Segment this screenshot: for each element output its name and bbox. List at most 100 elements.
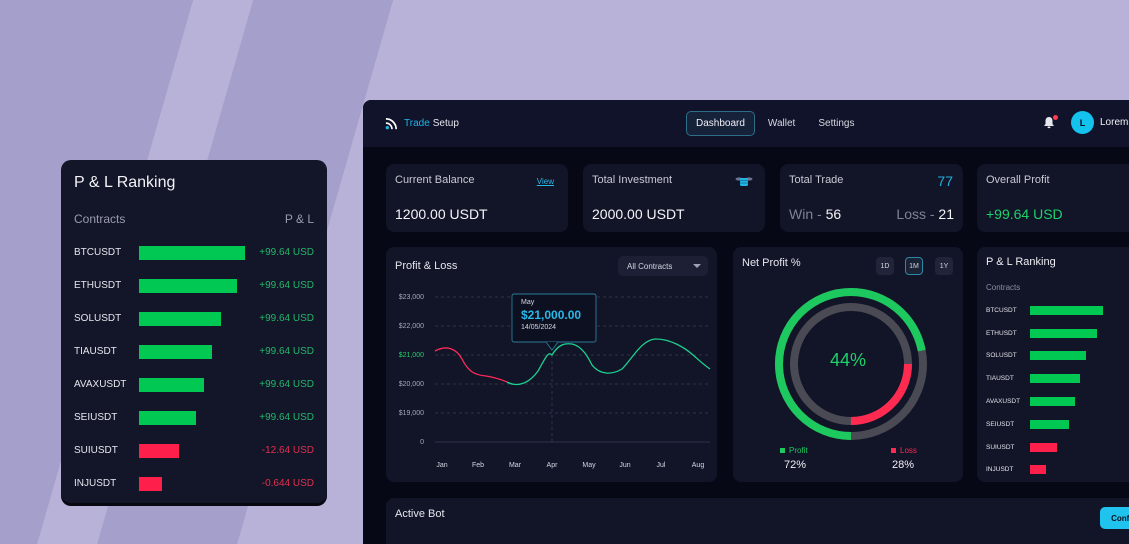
nav-dashboard[interactable]: Dashboard: [686, 111, 755, 136]
pl-value: +99.64 USD: [259, 313, 314, 324]
contract-name: TIAUSDT: [986, 375, 1014, 383]
pl-bar: [139, 476, 162, 491]
x-tick: Apr: [547, 462, 559, 469]
bar-track: [139, 377, 249, 392]
top-navbar: Trade Setup Dashboard Wallet Settings L …: [363, 100, 1129, 147]
card-title: P & L Ranking: [74, 174, 176, 191]
notification-bell-icon[interactable]: [1043, 114, 1058, 130]
app-logo[interactable]: Trade Setup: [385, 117, 459, 130]
contract-name: SUIUSDT: [986, 443, 1015, 451]
pl-bar: [139, 245, 245, 260]
win-label: Win -: [789, 206, 822, 222]
total-investment-card: Total Investment 2000.00 USDT: [583, 164, 765, 232]
x-tick: May: [582, 462, 596, 469]
notification-dot: [1053, 114, 1058, 120]
contract-name: ETHUSDT: [986, 329, 1017, 337]
bar-track: [139, 278, 249, 293]
ranking-row: AVAXUSDT+99.64 USD: [986, 390, 1129, 413]
contract-name: BTCUSDT: [986, 306, 1017, 314]
pl-value: +99.64 USD: [259, 280, 314, 291]
card-title: Net Profit %: [742, 257, 801, 269]
contract-name: SEIUSDT: [986, 420, 1015, 428]
pl-value: +99.64 USD: [259, 247, 314, 258]
pl-value: -0.644 USD: [261, 478, 314, 489]
contract-name: SOLUSDT: [74, 313, 122, 324]
pl-value: -12.64 USD: [261, 445, 314, 456]
pl-bar: [139, 344, 212, 359]
contract-name: SEIUSDT: [74, 412, 118, 423]
pl-bar: [1030, 465, 1046, 475]
loss-label: Loss -: [896, 206, 935, 222]
configure-button[interactable]: Configure: [1100, 507, 1129, 529]
ranking-row: AVAXUSDT+99.64 USD: [74, 368, 314, 401]
pl-bar: [139, 311, 221, 326]
ranking-row: SEIUSDT +99.64 USD: [74, 401, 314, 434]
range-1m-button[interactable]: 1M: [905, 257, 923, 275]
x-tick: Jul: [657, 462, 666, 469]
tooltip-month: May: [521, 299, 535, 306]
legend-loss: Loss: [891, 446, 917, 455]
ranking-row: SUIUSDT-12.64 USD: [986, 436, 1129, 459]
contracts-filter-dropdown[interactable]: All Contracts: [618, 256, 708, 276]
total-trade-count: 77: [937, 173, 953, 189]
y-tick: $21,000: [399, 352, 424, 359]
loss-percentage: 28%: [892, 459, 915, 471]
nav-wallet[interactable]: Wallet: [767, 118, 796, 129]
ranking-row: INJUSDT -0.644 USD: [74, 467, 314, 500]
stat-value: +99.64 USD: [986, 206, 1063, 222]
view-link[interactable]: View: [536, 177, 554, 186]
ranking-row: SOLUSDT+99.64 USD: [986, 345, 1129, 368]
contract-name: INJUSDT: [74, 478, 117, 489]
floating-pl-ranking-card: P & L Ranking Contracts P & L BTCUSDT +99…: [61, 160, 327, 503]
legend-label: Profit: [789, 446, 808, 455]
y-tick: $20,000: [399, 381, 424, 388]
nav-settings[interactable]: Settings: [818, 118, 855, 129]
main-nav: Dashboard Wallet Settings: [686, 111, 864, 136]
contract-name: SUIUSDT: [74, 445, 118, 456]
ranking-row: ETHUSDT+99.64 USD: [986, 322, 1129, 345]
range-1y-button[interactable]: 1Y: [935, 257, 953, 275]
avatar[interactable]: L: [1071, 111, 1094, 134]
stat-value: 1200.00 USDT: [395, 206, 488, 222]
total-trade-card: Total Trade 77 Win - 56 Loss - 21: [780, 164, 963, 232]
ranking-row: ETHUSDT+99.64 USD: [74, 269, 314, 302]
chevron-down-icon: [693, 264, 701, 268]
profit-loss-line-chart: $23,000 $22,000 $21,000 $20,000 $19,000 …: [399, 293, 711, 469]
net-profit-card: Net Profit % 1D 1M 1Y 44% Profit 72% Los…: [733, 247, 963, 482]
pl-bar: [1030, 397, 1075, 407]
bar-track: [139, 311, 249, 326]
pl-ranking-card: P & L Ranking Contracts BTCUSDT+99.64 US…: [977, 247, 1129, 482]
stat-label: Total Investment: [592, 174, 673, 186]
stat-label: Current Balance: [395, 174, 475, 186]
ranking-row: TIAUSDT+99.64 USD: [986, 367, 1129, 390]
pl-bar: [1030, 351, 1086, 361]
pl-bar: [139, 443, 179, 458]
pl-bar: [139, 410, 196, 425]
ranking-row: TIAUSDT+99.64 USD: [74, 335, 314, 368]
ranking-row: INJUSDT-0.644 USD: [986, 459, 1129, 482]
pl-bar: [1030, 374, 1080, 384]
loss-count: Loss - 21: [896, 206, 954, 222]
chart-title: Profit & Loss: [395, 260, 458, 272]
ranking-row: SEIUSDT+99.64 USD: [986, 413, 1129, 436]
chart-tooltip: May $21,000.00 14/05/2024: [521, 299, 581, 331]
pl-value: +99.64 USD: [259, 412, 314, 423]
y-tick: $22,000: [399, 323, 424, 330]
tooltip-value: $21,000.00: [521, 308, 582, 322]
bar-track: [139, 443, 249, 458]
ranking-row: BTCUSDT+99.64 USD: [986, 299, 1129, 322]
contract-name: INJUSDT: [986, 466, 1014, 474]
username[interactable]: Lorem: [1100, 117, 1129, 128]
range-1d-button[interactable]: 1D: [876, 257, 894, 275]
y-tick: $23,000: [399, 294, 424, 301]
card-title: P & L Ranking: [986, 256, 1056, 268]
active-bot-card: Active Bot Configure: [386, 498, 1129, 544]
pl-value: +99.64 USD: [259, 346, 314, 357]
header-tools: L Lorem: [1043, 111, 1128, 134]
ranking-row: SOLUSDT +99.64 USD: [74, 302, 314, 335]
y-tick: $19,000: [399, 410, 424, 417]
pl-bar: [1030, 442, 1057, 452]
overall-profit-card: Overall Profit +99.64 USD: [977, 164, 1129, 232]
